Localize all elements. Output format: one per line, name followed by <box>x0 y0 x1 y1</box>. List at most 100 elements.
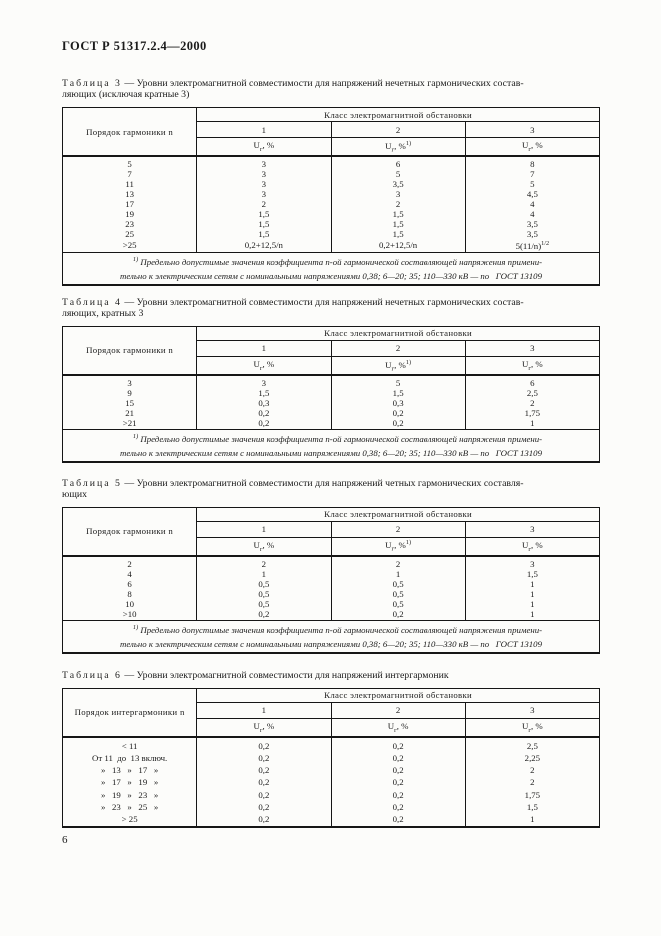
value-cell: 2,5 <box>464 736 601 752</box>
harmonic-order-cell: 11 <box>61 179 198 189</box>
table-row: 4 1 1 1,5 <box>61 568 601 579</box>
value-cell: 4,5 <box>464 189 601 199</box>
class-number-cell: 1 <box>196 521 332 538</box>
value-cell: 0,2 <box>330 788 466 801</box>
value-cell: 0,2 <box>330 751 466 765</box>
table-caption-text: ляющих, кратных 3 <box>62 307 144 319</box>
harmonic-order-cell: » 19 » 23 » <box>61 788 198 801</box>
unit-header-cell: Uг, % <box>464 718 601 738</box>
gost-table-3: Порядок гармоники n Класс электромагнитно… <box>61 107 601 286</box>
gost-table-6: Порядок интергармоники n Класс электромаг… <box>61 687 601 829</box>
footnote-marker: 1) <box>132 623 139 631</box>
value-cell: 5(11/n)1/2 <box>464 239 601 253</box>
header-row: Uг, % Uг, %1) Uг, % <box>63 537 601 557</box>
table-block-5: Таблица 5 — Уровни электромагнитной совм… <box>61 477 601 654</box>
value-cell: 0,2 <box>196 800 332 813</box>
value-cell: 3 <box>464 555 601 569</box>
table-row: 6 0,5 0,5 1 <box>61 578 601 589</box>
class-header-cell: Класс электромагнитной обстановки <box>196 107 600 122</box>
harmonic-order-cell: 23 <box>61 219 198 229</box>
footnote-text: Предельно допустимые значения коэффициен… <box>140 433 543 444</box>
class-number-cell: 2 <box>330 702 466 719</box>
value-cell: 3,5 <box>464 219 601 229</box>
unit-header-cell: Uг, %1) <box>330 137 466 157</box>
footnote-row: 1) Предельно допустимые значения коэффиц… <box>62 428 600 462</box>
page-number: 6 <box>62 834 68 847</box>
table-row: 23 1,5 1,5 3,5 <box>61 219 601 229</box>
value-cell: 1,5 <box>330 387 466 398</box>
value-cell: 1 <box>330 568 466 579</box>
class-number-cell: 3 <box>464 521 601 538</box>
value-cell: 1,5 <box>330 229 466 239</box>
class-number-cell: 3 <box>464 340 601 357</box>
value-cell: 1 <box>464 598 601 609</box>
value-cell: 5 <box>464 179 601 189</box>
table-row: 9 1,5 1,5 2,5 <box>61 387 601 398</box>
value-cell: 2 <box>330 199 466 209</box>
harmonic-order-cell: 10 <box>61 598 198 609</box>
table-row: 13 3 3 4,5 <box>61 189 601 199</box>
value-cell: 3 <box>196 156 332 169</box>
harmonic-order-cell: 5 <box>61 156 198 169</box>
table-row: 10 0,5 0,5 1 <box>61 598 601 609</box>
harmonic-order-cell: 21 <box>61 407 198 418</box>
table-caption-label: Таблица 4 <box>62 296 122 308</box>
harmonic-order-cell: 4 <box>61 568 198 579</box>
value-cell: 5 <box>330 374 466 388</box>
footnote-text: тельно к электрическим сетям с номинальн… <box>120 639 542 650</box>
harmonic-order-cell: >10 <box>61 608 198 621</box>
value-cell: 2,25 <box>464 751 601 765</box>
table-block-3: Таблица 3 — Уровни электромагнитной совм… <box>61 78 601 286</box>
harmonic-order-cell: >25 <box>61 239 198 253</box>
value-cell: 4 <box>464 199 601 209</box>
row-header-cell: Порядок гармоники n <box>62 326 198 376</box>
footnote-cell: 1) Предельно допустимые значения коэффиц… <box>62 619 600 653</box>
harmonic-order-cell: 9 <box>61 387 198 398</box>
table-block-4: Таблица 4 — Уровни электромагнитной совм… <box>61 296 601 463</box>
table-row: 15 0,3 0,3 2 <box>61 397 601 408</box>
value-cell: 0,2 <box>196 751 332 765</box>
harmonic-order-cell: 17 <box>61 199 198 209</box>
value-cell: 1,5 <box>330 219 466 229</box>
unit-header-cell: Uг, % <box>464 356 601 376</box>
class-number-cell: 3 <box>464 702 601 719</box>
value-cell: 2 <box>330 555 466 569</box>
table-row: 17 2 2 4 <box>61 199 601 209</box>
value-cell: 0,2 <box>330 736 466 752</box>
row-header-cell: Порядок гармоники n <box>62 107 198 157</box>
table-row: От 11 до 13 включ. 0,2 0,2 2,25 <box>61 751 601 765</box>
harmonic-order-cell: > 25 <box>61 812 198 828</box>
table-caption-text: — Уровни электромагнитной совместимости … <box>124 477 524 489</box>
value-cell: 1,5 <box>196 229 332 239</box>
harmonic-order-cell: < 11 <box>61 736 198 752</box>
table-row: 19 1,5 1,5 4 <box>61 209 601 219</box>
harmonic-order-cell: >21 <box>61 417 198 430</box>
table-row: 21 0,2 0,2 1,75 <box>61 407 601 418</box>
value-cell: 0,2+12,5/n <box>196 239 332 253</box>
harmonic-order-cell: 19 <box>61 209 198 219</box>
value-cell: 0,5 <box>330 578 466 589</box>
tables-container: Таблица 3 — Уровни электромагнитной совм… <box>61 78 601 829</box>
class-header-cell: Класс электромагнитной обстановки <box>196 688 600 703</box>
value-cell: 0,2 <box>196 407 332 418</box>
unit-header-cell: Uг, % <box>464 537 601 557</box>
table-caption-text: — Уровни электромагнитной совместимости … <box>124 669 449 681</box>
value-cell: 1,5 <box>464 800 601 813</box>
footnote-marker: 1) <box>132 255 139 263</box>
value-cell: 0,2 <box>196 417 332 430</box>
value-cell: 0,2 <box>196 788 332 801</box>
unit-header-cell: Uг, % <box>196 137 332 157</box>
value-cell: 0,2 <box>330 776 466 789</box>
value-cell: 3 <box>196 374 332 388</box>
harmonic-order-cell: 15 <box>61 397 198 408</box>
table-row: > 25 0,2 0,2 1 <box>61 812 601 828</box>
value-cell: 0,5 <box>330 598 466 609</box>
value-cell: 1,5 <box>330 209 466 219</box>
